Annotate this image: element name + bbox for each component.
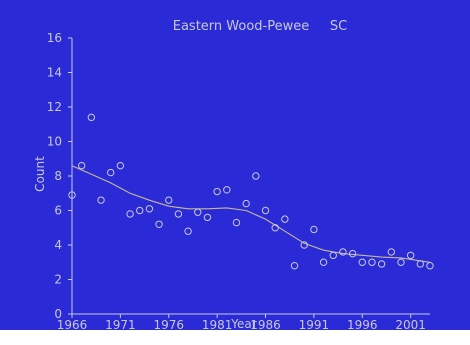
y-axis-label: Count bbox=[33, 156, 47, 192]
x-tick-label: 1976 bbox=[153, 318, 184, 330]
x-tick-label: 1996 bbox=[347, 318, 378, 330]
data-point bbox=[194, 208, 202, 216]
data-point bbox=[281, 215, 289, 223]
data-point bbox=[261, 206, 270, 215]
x-tick-label: 1981 bbox=[202, 318, 233, 330]
data-point bbox=[136, 206, 144, 215]
data-point bbox=[319, 258, 328, 266]
y-tick-label: 6 bbox=[54, 204, 62, 218]
scatter-chart: 0 2 4 6 8 10 12 14 16 1966 1971 1976 1981 1986 1991 199… bbox=[33, 19, 434, 332]
data-point bbox=[223, 186, 231, 194]
x-tick-label: 1971 bbox=[105, 318, 136, 330]
data-point bbox=[406, 251, 415, 260]
y-tick-label: 2 bbox=[54, 273, 62, 287]
data-point bbox=[242, 199, 250, 208]
chart-panel: 0 2 4 6 8 10 12 14 16 1966 1971 1976 1981 1986 1991 199… bbox=[0, 0, 470, 332]
y-tick-label: 10 bbox=[47, 135, 62, 149]
x-tick-label: 1991 bbox=[299, 318, 330, 330]
x-axis-label: Year bbox=[230, 317, 256, 330]
y-tick-label: 4 bbox=[54, 238, 62, 252]
x-tick-label: 1966 bbox=[57, 318, 88, 330]
labels-layer: Eastern Wood-Pewee SC Year Count bbox=[33, 19, 347, 331]
data-point bbox=[184, 227, 192, 235]
data-point bbox=[126, 210, 134, 218]
data-point bbox=[232, 218, 241, 227]
trend-line bbox=[71, 165, 431, 263]
y-tick-label: 14 bbox=[47, 66, 62, 80]
data-point bbox=[155, 220, 163, 229]
y-tick-label: 16 bbox=[47, 31, 62, 45]
chart-title: Eastern Wood-Pewee SC bbox=[173, 19, 347, 34]
data-point bbox=[107, 168, 115, 177]
data-point bbox=[290, 262, 299, 270]
x-tick-label: 1986 bbox=[250, 318, 281, 330]
data-point bbox=[387, 248, 395, 256]
axes: 0 2 4 6 8 10 12 14 16 1966 1971 1976 1981 1986 1991 199… bbox=[47, 31, 430, 332]
data-point bbox=[271, 224, 279, 232]
data-point bbox=[397, 258, 405, 266]
data-point bbox=[310, 225, 318, 234]
data-point bbox=[368, 258, 376, 266]
data-point bbox=[97, 196, 105, 204]
data-point bbox=[416, 260, 425, 268]
points-layer bbox=[68, 113, 434, 270]
y-tick-label: 12 bbox=[47, 100, 62, 114]
data-point bbox=[252, 172, 260, 180]
data-point bbox=[329, 251, 337, 260]
data-point bbox=[358, 258, 366, 266]
data-point bbox=[377, 260, 386, 268]
y-tick-label: 8 bbox=[54, 169, 62, 183]
data-point bbox=[300, 241, 308, 249]
data-point bbox=[68, 191, 76, 199]
x-tick-label: 2001 bbox=[395, 318, 426, 330]
data-point bbox=[426, 262, 434, 270]
y-tick-label: 0 bbox=[54, 307, 62, 321]
data-point bbox=[116, 161, 125, 170]
trend-layer bbox=[71, 165, 431, 263]
data-point bbox=[339, 248, 347, 256]
data-point bbox=[87, 113, 96, 122]
data-point bbox=[165, 196, 173, 204]
data-point bbox=[348, 249, 357, 258]
data-point bbox=[145, 205, 154, 213]
data-point bbox=[174, 210, 183, 218]
data-point bbox=[203, 213, 212, 222]
data-point bbox=[213, 187, 221, 196]
data-point bbox=[77, 161, 86, 170]
